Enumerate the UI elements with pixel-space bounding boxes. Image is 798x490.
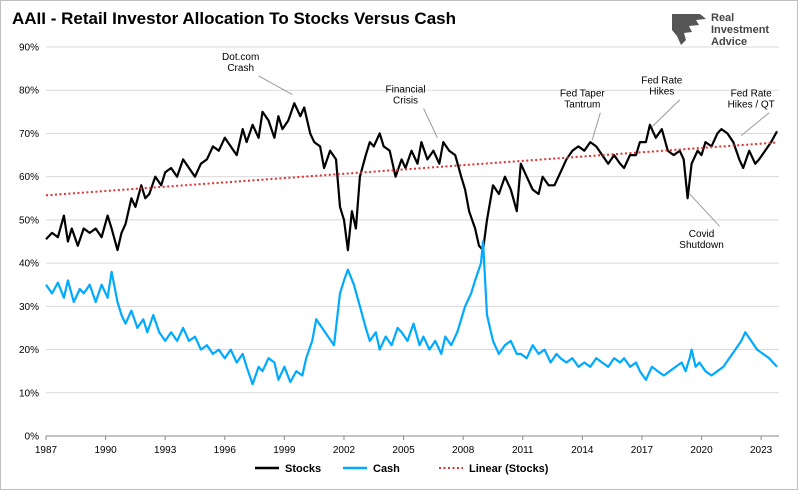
x-tick-label: 1990 xyxy=(94,445,117,456)
x-tick-label: 1987 xyxy=(35,445,58,456)
series-line-stocks xyxy=(45,102,778,252)
annotation-leader xyxy=(740,112,770,136)
legend-entry: Cash xyxy=(373,463,400,475)
brand-name-line2: Investment xyxy=(711,24,769,36)
x-axis: 1987 1990 1993 1996 1999 2002 2005 2008 2011 2014… xyxy=(35,436,773,456)
annotation-label: Hikes / QT xyxy=(728,100,775,111)
x-tick-label: 1999 xyxy=(273,445,296,456)
y-tick-label: 20% xyxy=(19,345,39,356)
grid xyxy=(46,46,779,437)
annotation-leader xyxy=(423,108,438,138)
y-tick-label: 50% xyxy=(19,215,39,226)
x-tick-label: 2011 xyxy=(512,445,534,456)
annotation-leader xyxy=(591,112,601,141)
annotation-leader xyxy=(258,75,293,95)
x-tick-label: 2008 xyxy=(452,445,475,456)
chart-title: AAII - Retail Investor Allocation To Sto… xyxy=(12,9,456,28)
x-tick-label: 2014 xyxy=(571,445,594,456)
annotation-leader xyxy=(689,193,720,227)
y-tick-label: 10% xyxy=(19,388,39,399)
annotation-label: Shutdown xyxy=(679,240,723,251)
annotation-label: Hikes xyxy=(649,87,674,98)
series-line-linear-stocks xyxy=(45,141,778,197)
annotation-label: Fed Rate xyxy=(731,89,773,100)
x-tick-label: 2020 xyxy=(690,445,713,456)
annotation-label: Dot.com xyxy=(222,52,259,63)
annotation-label: Crisis xyxy=(393,95,418,106)
annotation-label: Fed Taper xyxy=(560,89,606,100)
x-tick-label: 2005 xyxy=(392,445,415,456)
y-tick-label: 40% xyxy=(19,259,39,270)
eagle-icon xyxy=(672,14,706,45)
legend: Stocks Cash Linear (Stocks) xyxy=(255,463,549,475)
annotation-label: Financial xyxy=(386,84,426,95)
y-tick-label: 90% xyxy=(19,43,39,54)
brand-name-line1: Real xyxy=(711,12,734,24)
legend-entry: Linear (Stocks) xyxy=(469,463,549,475)
brand-logo: Real Investment Advice xyxy=(672,12,769,48)
annotation-label: Tantrum xyxy=(564,100,600,111)
x-tick-label: 2023 xyxy=(750,445,773,456)
annotation-label: Fed Rate xyxy=(641,76,683,87)
y-tick-label: 80% xyxy=(19,86,39,97)
y-tick-label: 30% xyxy=(19,302,39,313)
y-tick-label: 0% xyxy=(25,432,40,443)
annotation-label: Covid xyxy=(689,229,715,240)
annotation-label: Crash xyxy=(227,63,254,74)
y-tick-label: 70% xyxy=(19,129,39,140)
series-line-cash xyxy=(45,240,778,386)
x-tick-label: 2017 xyxy=(631,445,654,456)
x-tick-label: 1996 xyxy=(214,445,237,456)
legend-entry: Stocks xyxy=(285,463,321,475)
y-tick-label: 60% xyxy=(19,172,39,183)
annotation-leader xyxy=(651,99,681,128)
y-axis: 0% 10% 20% 30% 40% 50% 60% 70% 80% 90% xyxy=(19,43,39,443)
x-tick-label: 1993 xyxy=(154,445,177,456)
series-layer xyxy=(45,102,778,386)
brand-name-line3: Advice xyxy=(711,36,747,48)
x-tick-label: 2002 xyxy=(333,445,356,456)
